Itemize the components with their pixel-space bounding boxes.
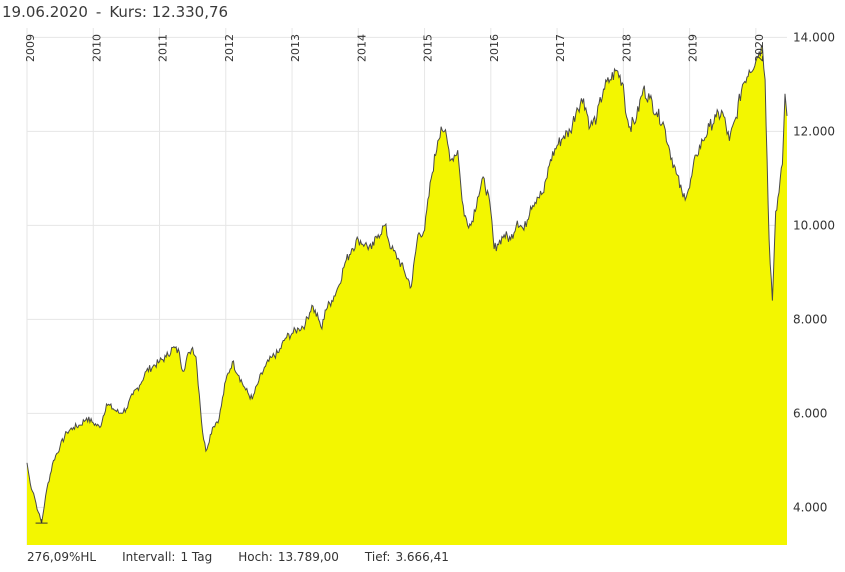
x-tick-label: 2011 [157,34,170,62]
x-tick-label: 2012 [223,34,236,62]
x-tick-label: 2010 [90,34,103,62]
x-axis-labels: 2009 2010 2011 2012 2013 2014 2015 2016 2017 2018… [24,34,766,62]
y-tick-label: 6.000 [793,406,827,420]
quote-date: 19.06.2020 [2,3,88,21]
price-area [27,45,787,546]
y-tick-label: 4.000 [793,500,827,514]
y-axis-labels: 4.000 6.000 8.000 10.000 12.000 14.000 [793,30,835,514]
low-readout: Tief: 3.666,41 [364,550,449,564]
x-tick-label: 2014 [355,34,368,62]
chart-footer: 276,09%HL Intervall: 1 Tag Hoch: 13.789,00… [27,550,475,564]
low-marker [35,519,48,524]
interval-readout: Intervall: 1 Tag [122,550,213,564]
header-separator: - [95,3,102,21]
y-tick-label: 14.000 [793,30,835,44]
price-label: Kurs: [109,3,147,21]
performance-readout: 276,09%HL [27,550,97,564]
y-tick-label: 8.000 [793,312,827,326]
y-tick-label: 12.000 [793,124,835,138]
x-tick-label: 2015 [422,34,435,62]
high-readout: Hoch: 13.789,00 [238,550,339,564]
x-tick-label: 2019 [687,34,700,62]
price-line [26,44,788,524]
chart-header: 19.06.2020- Kurs: 12.330,76 [2,3,228,21]
x-tick-label: 2013 [289,34,302,62]
x-tick-label: 2020 [753,34,766,62]
x-tick-label: 2016 [488,34,501,62]
x-tick-label: 2009 [24,34,37,62]
x-tick-label: 2017 [554,34,567,62]
y-tick-label: 10.000 [793,218,835,232]
price-value: 12.330,76 [151,3,229,21]
x-tick-label: 2018 [620,34,633,62]
